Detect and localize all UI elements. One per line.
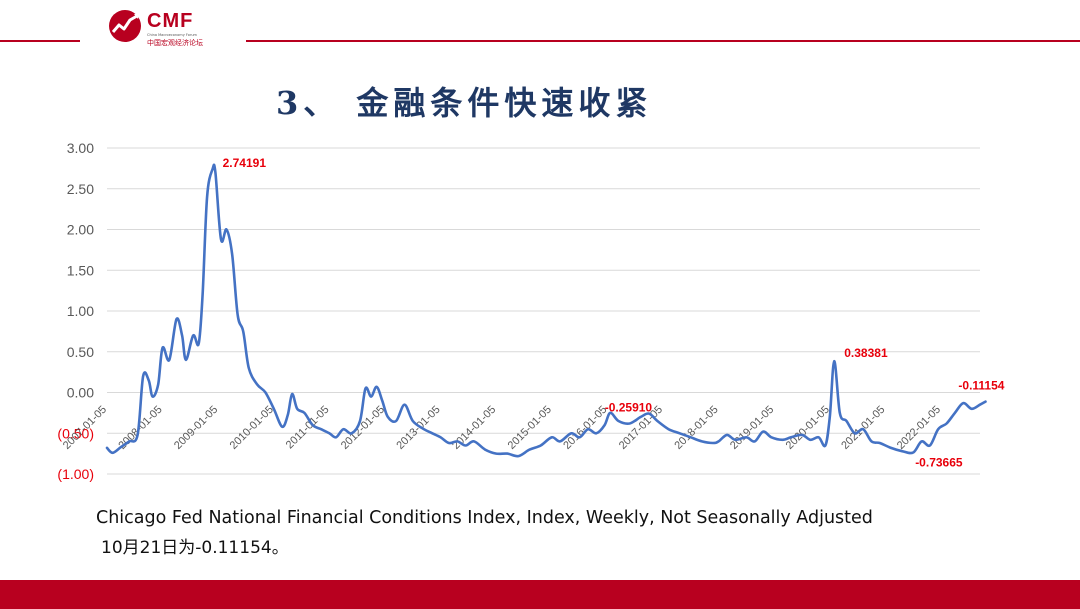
cmf-logo: CMF China Macroeconomy Forum 中国宏观经济论坛	[107, 8, 243, 47]
y-tick-label: 1.50	[67, 262, 94, 278]
header-rule-right	[246, 40, 1080, 42]
y-tick-label: 1.00	[67, 303, 94, 319]
logo-subtitle: China Macroeconomy Forum	[147, 33, 197, 37]
chart-caption-note: 10月21日为-0.11154。	[101, 538, 289, 558]
series-line-nfci	[105, 163, 987, 458]
x-tick-label: 2009-01-05	[172, 404, 220, 452]
x-tick-label: 2015-01-05	[506, 404, 554, 452]
data-label: -0.73665	[915, 456, 963, 470]
chart-gridlines	[107, 147, 980, 475]
data-label: -0.25910	[605, 401, 653, 415]
cmf-logo-icon	[109, 10, 141, 42]
data-label: 2.74191	[223, 156, 267, 170]
x-tick-label: 2021-01-05	[839, 404, 887, 452]
y-tick-label: 3.00	[67, 140, 94, 156]
y-tick-label: (0.50)	[57, 425, 94, 441]
logo-text: CMF	[147, 10, 194, 32]
y-tick-label: 0.00	[67, 385, 94, 401]
x-tick-label: 2014-01-05	[450, 404, 498, 452]
y-tick-label: 2.00	[67, 222, 94, 238]
data-label: -0.11154	[958, 379, 1004, 393]
x-tick-label: 2010-01-05	[228, 404, 276, 452]
y-tick-label: 2.50	[67, 181, 94, 197]
chart-caption: Chicago Fed National Financial Condition…	[96, 508, 873, 528]
footer-bar	[0, 580, 1080, 609]
header-rule-left	[0, 40, 80, 42]
y-axis-ticks: 3.00 2.50 2.00 1.50 1.00 0.50 0.00 (0.50) (1.00)	[57, 140, 94, 482]
nfci-line-chart: 3.00 2.50 2.00 1.50 1.00 0.50 0.00 (0.50) (1.00)…	[57, 140, 1005, 482]
x-axis-ticks: 2007-01-05 2008-01-05 2009-01-05 2010-01-05…	[61, 404, 943, 452]
slide-title: 3、 金融条件快速收紧	[276, 84, 653, 122]
y-tick-label: (1.00)	[57, 466, 94, 482]
x-tick-label: 2018-01-05	[672, 404, 720, 452]
data-annotations: 2.74191 -0.25910 0.38381 -0.11154 -0.73665	[223, 156, 1005, 470]
x-tick-label: 2019-01-05	[728, 404, 776, 452]
logo-chinese-name: 中国宏观经济论坛	[147, 39, 203, 47]
data-label: 0.38381	[844, 346, 888, 360]
y-tick-label: 0.50	[67, 344, 94, 360]
x-tick-label: 2011-01-05	[284, 404, 332, 452]
